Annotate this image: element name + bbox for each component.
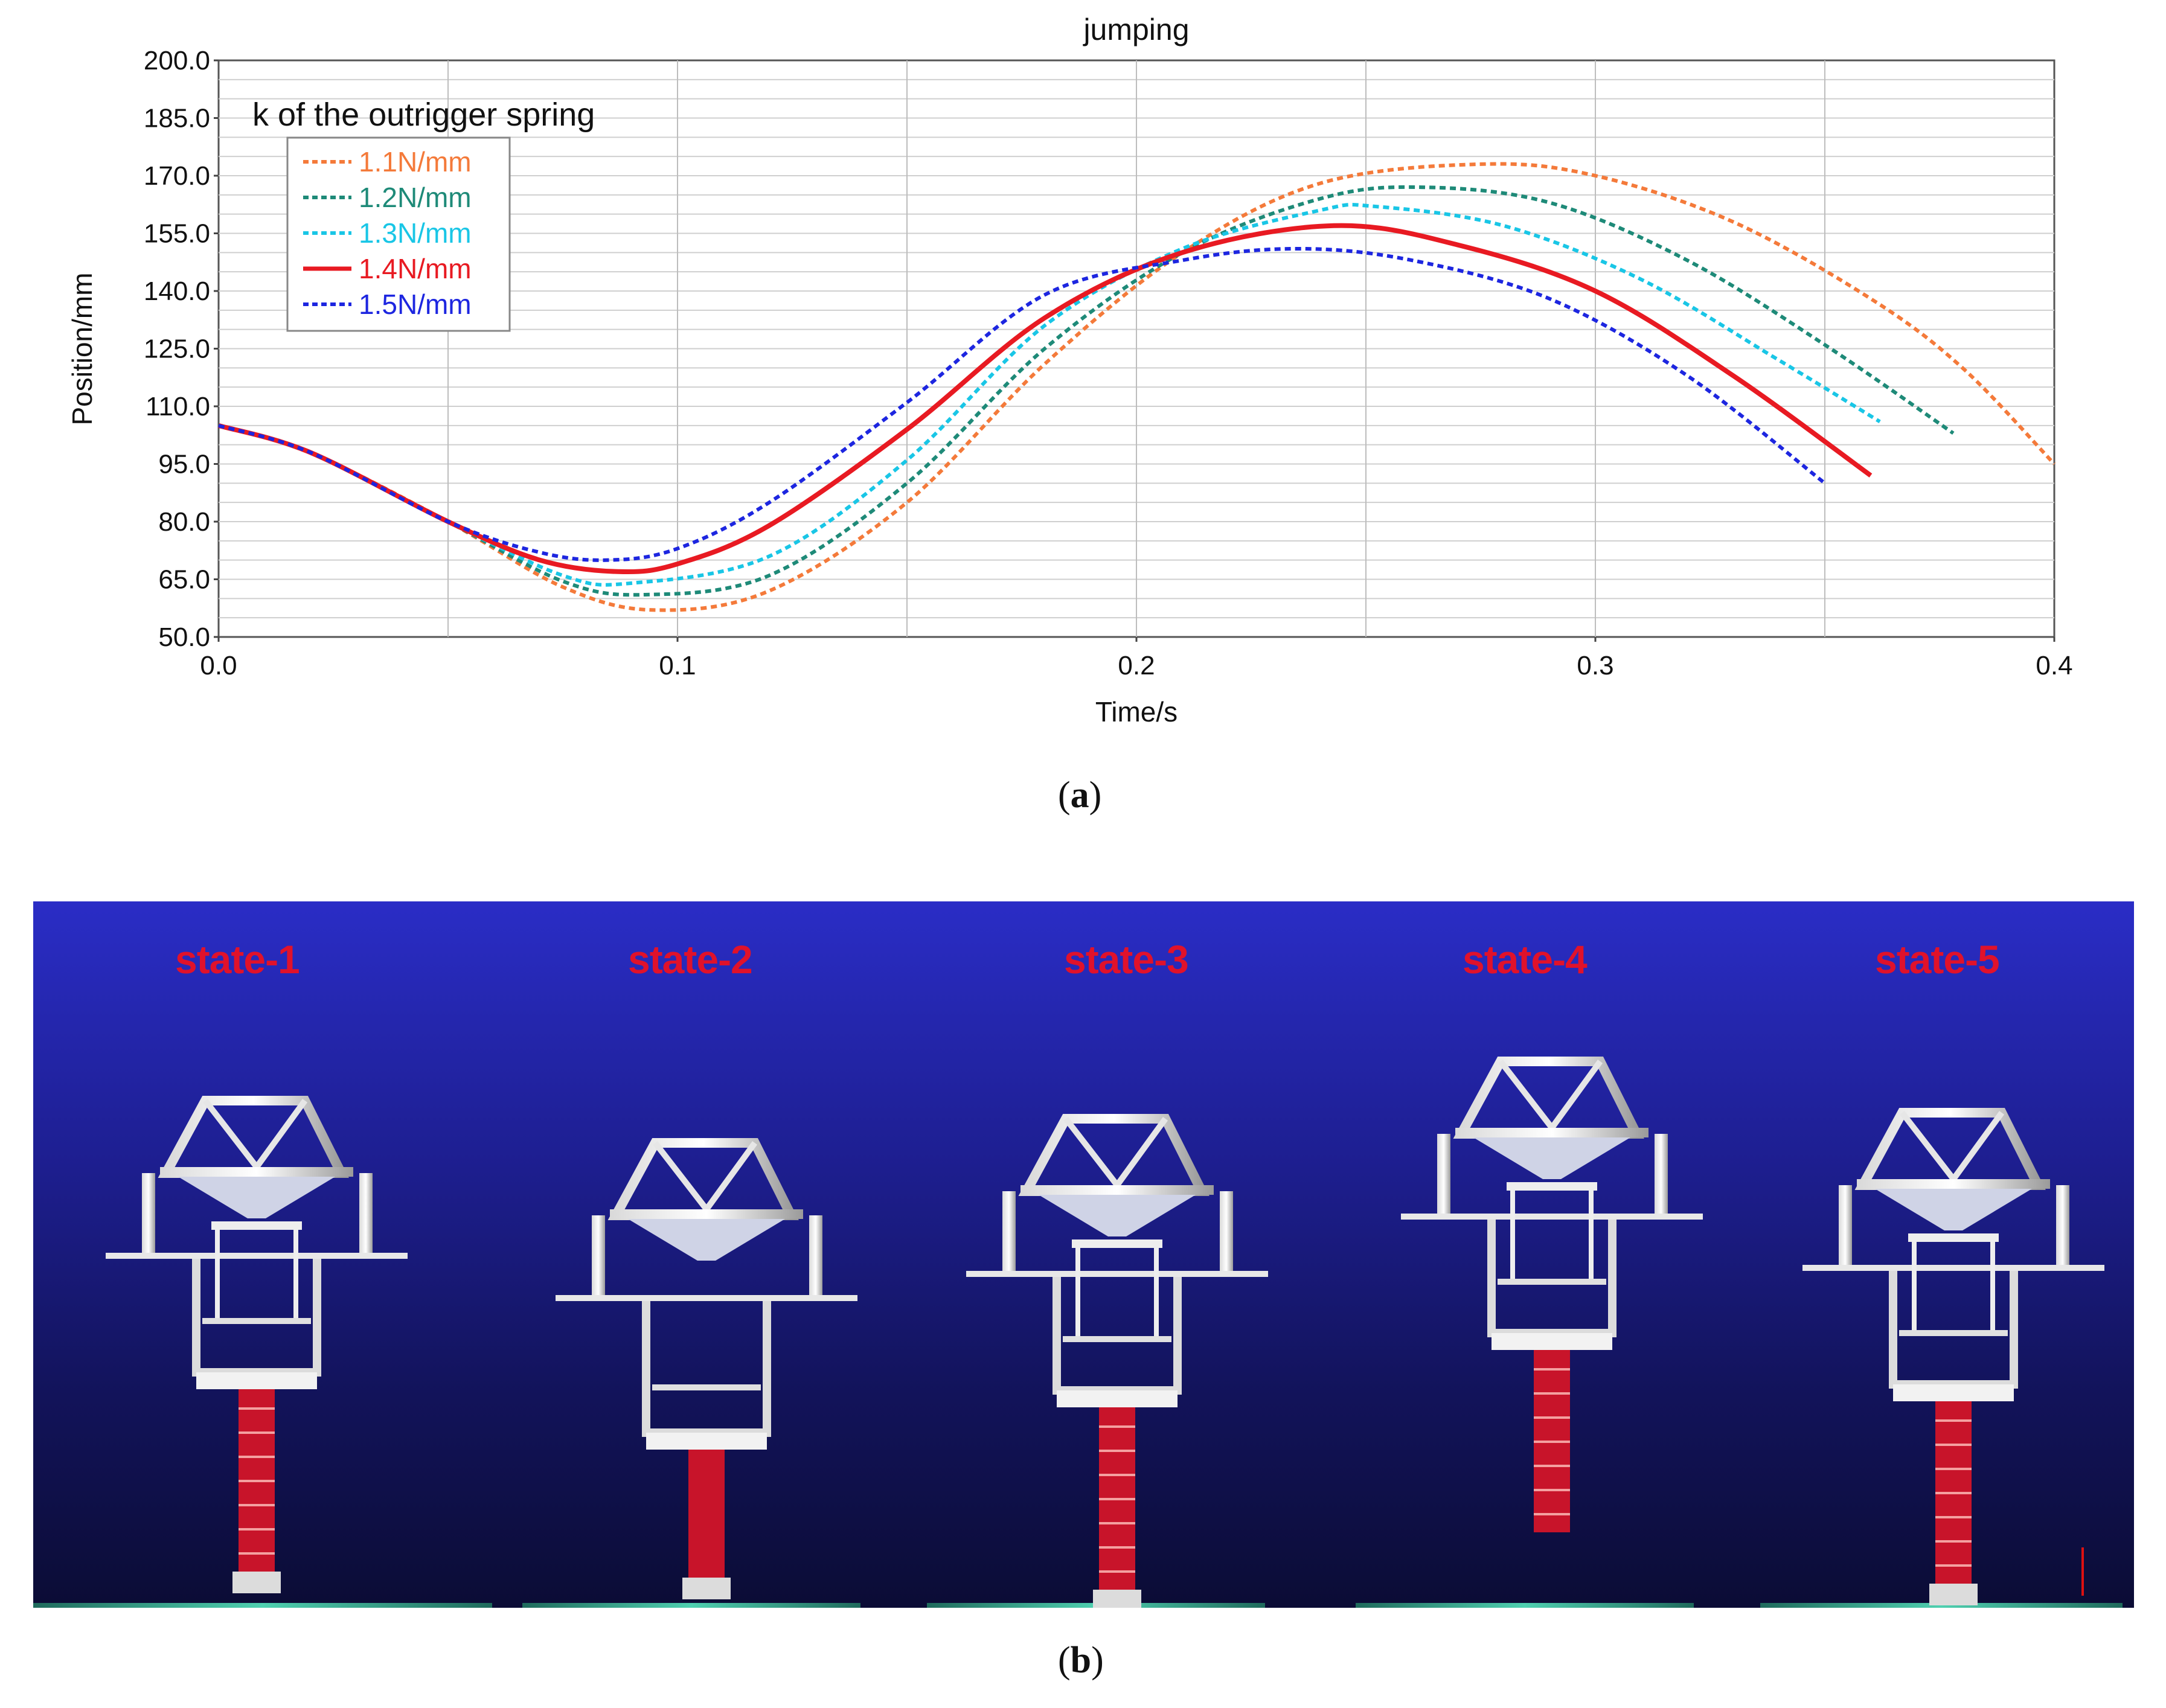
x-tick-label: 0.3 xyxy=(1577,651,1613,680)
series-layer xyxy=(217,162,2056,612)
robot-jump-scene: state-1 state-2 state-3 state-4 state-5 xyxy=(33,901,2134,1608)
legend: 1.1N/mm 1.2N/mm 1.3N/mm 1.4N/mm 1.5N/mm xyxy=(286,136,511,332)
caption-b: (b) xyxy=(1058,1640,1104,1681)
state-label-1: state-1 xyxy=(175,937,300,982)
state-label-4: state-4 xyxy=(1463,937,1588,982)
ground-1 xyxy=(33,1603,492,1608)
legend-label-5: 1.5N/mm xyxy=(359,289,472,320)
legend-label-2: 1.2N/mm xyxy=(359,182,472,213)
y-tick-label: 110.0 xyxy=(146,392,210,421)
y-tick-label: 185.0 xyxy=(144,104,210,133)
series-line-3 xyxy=(218,203,1881,587)
legend-label-1: 1.1N/mm xyxy=(359,146,472,178)
legend-title: k of the outrigger spring xyxy=(252,97,595,133)
ground-2 xyxy=(522,1603,860,1608)
y-tick-label: 200.0 xyxy=(144,46,210,75)
jumping-chart: 50.0 65.0 80.0 95.0 110.0 125.0 140.0 155.0 170.… xyxy=(66,13,2073,728)
chart-title: jumping xyxy=(1082,13,1189,46)
robot-state-1 xyxy=(106,1089,408,1608)
x-tick-label: 0.2 xyxy=(1118,651,1155,680)
x-axis-title: Time/s xyxy=(1095,696,1178,728)
y-tick-label: 170.0 xyxy=(144,161,210,191)
x-tick-label: 0.4 xyxy=(2036,651,2072,680)
robot-state-2 xyxy=(556,1131,857,1608)
x-tick-label: 0.0 xyxy=(200,651,237,680)
legend-label-3: 1.3N/mm xyxy=(359,217,472,249)
state-label-3: state-3 xyxy=(1064,937,1189,982)
y-tick-label: 140.0 xyxy=(144,277,210,306)
series-line-4 xyxy=(217,223,1873,575)
ground-4 xyxy=(1356,1603,1694,1608)
force-marker xyxy=(2081,1547,2084,1596)
x-tick-label: 0.1 xyxy=(659,651,696,680)
y-tick-label: 125.0 xyxy=(144,334,210,364)
legend-label-4: 1.4N/mm xyxy=(359,253,472,284)
tick-layer: 50.0 65.0 80.0 95.0 110.0 125.0 140.0 155.0 170.… xyxy=(144,46,2073,680)
robot-state-3 xyxy=(966,1107,1268,1608)
y-tick-label: 65.0 xyxy=(158,565,210,595)
caption-a: (a) xyxy=(1058,775,1102,816)
state-label-2: state-2 xyxy=(628,937,753,982)
robot-state-5 xyxy=(1802,1101,2104,1608)
y-tick-label: 95.0 xyxy=(158,450,210,479)
y-tick-label: 80.0 xyxy=(158,507,210,537)
y-tick-label: 155.0 xyxy=(144,219,210,249)
series-line-2 xyxy=(218,185,1955,597)
y-tick-label: 50.0 xyxy=(158,622,210,652)
series-line-5 xyxy=(218,246,1826,562)
state-label-5: state-5 xyxy=(1875,937,2000,982)
y-axis-title: Position/mm xyxy=(66,272,98,425)
series-line-1 xyxy=(218,162,2056,612)
robot-state-4 xyxy=(1401,1049,1703,1532)
